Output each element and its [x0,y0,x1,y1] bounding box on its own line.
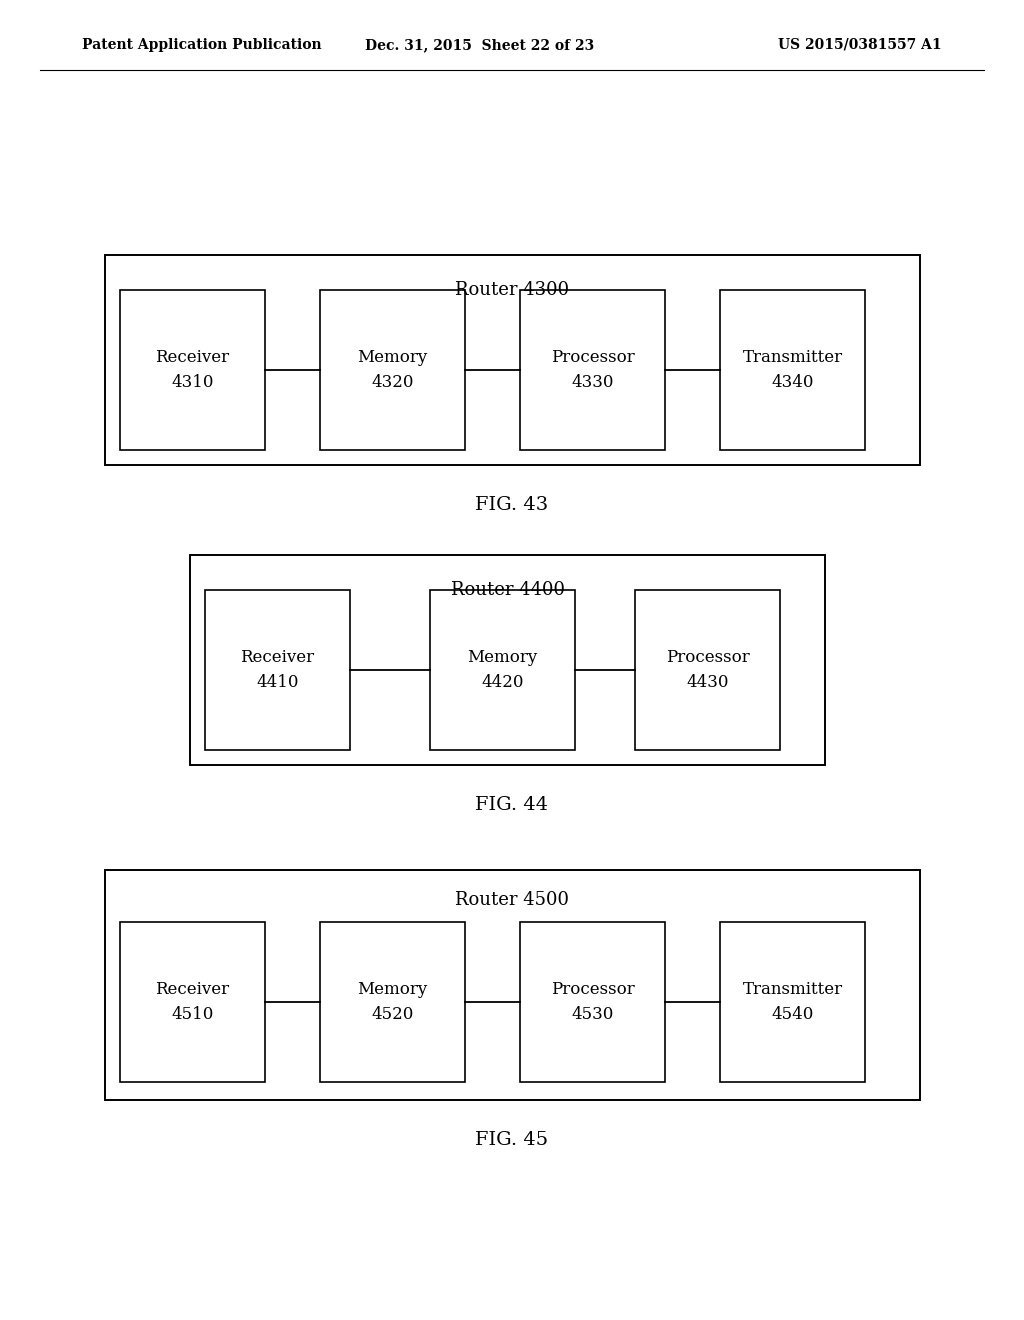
Bar [190,554,825,766]
Text: FIG. 43: FIG. 43 [475,496,549,513]
Bar [319,290,465,450]
Text: Memory
4320: Memory 4320 [357,348,428,391]
Bar [720,290,865,450]
Text: FIG. 45: FIG. 45 [475,1131,549,1148]
Text: Processor
4430: Processor 4430 [666,649,750,690]
Text: Router 4500: Router 4500 [455,891,569,909]
Bar [105,255,920,465]
Text: Memory
4420: Memory 4420 [467,649,538,690]
Bar [120,290,265,450]
Bar [520,290,665,450]
Bar [105,870,920,1100]
Text: Transmitter
4340: Transmitter 4340 [742,348,843,391]
Bar [520,921,665,1082]
Text: Processor
4330: Processor 4330 [551,348,635,391]
Text: FIG. 44: FIG. 44 [475,796,549,814]
Text: Patent Application Publication: Patent Application Publication [82,38,322,51]
Text: Transmitter
4540: Transmitter 4540 [742,981,843,1023]
Text: Receiver
4510: Receiver 4510 [156,981,229,1023]
Text: Processor
4530: Processor 4530 [551,981,635,1023]
Bar [120,921,265,1082]
Text: Receiver
4410: Receiver 4410 [241,649,314,690]
Text: Receiver
4310: Receiver 4310 [156,348,229,391]
Text: Router 4400: Router 4400 [451,581,565,599]
Text: Memory
4520: Memory 4520 [357,981,428,1023]
Text: Dec. 31, 2015  Sheet 22 of 23: Dec. 31, 2015 Sheet 22 of 23 [366,38,595,51]
Bar [720,921,865,1082]
Text: Router 4300: Router 4300 [455,281,569,300]
Bar [635,590,780,750]
Bar [205,590,350,750]
Bar [319,921,465,1082]
Bar [430,590,575,750]
Text: US 2015/0381557 A1: US 2015/0381557 A1 [778,38,942,51]
